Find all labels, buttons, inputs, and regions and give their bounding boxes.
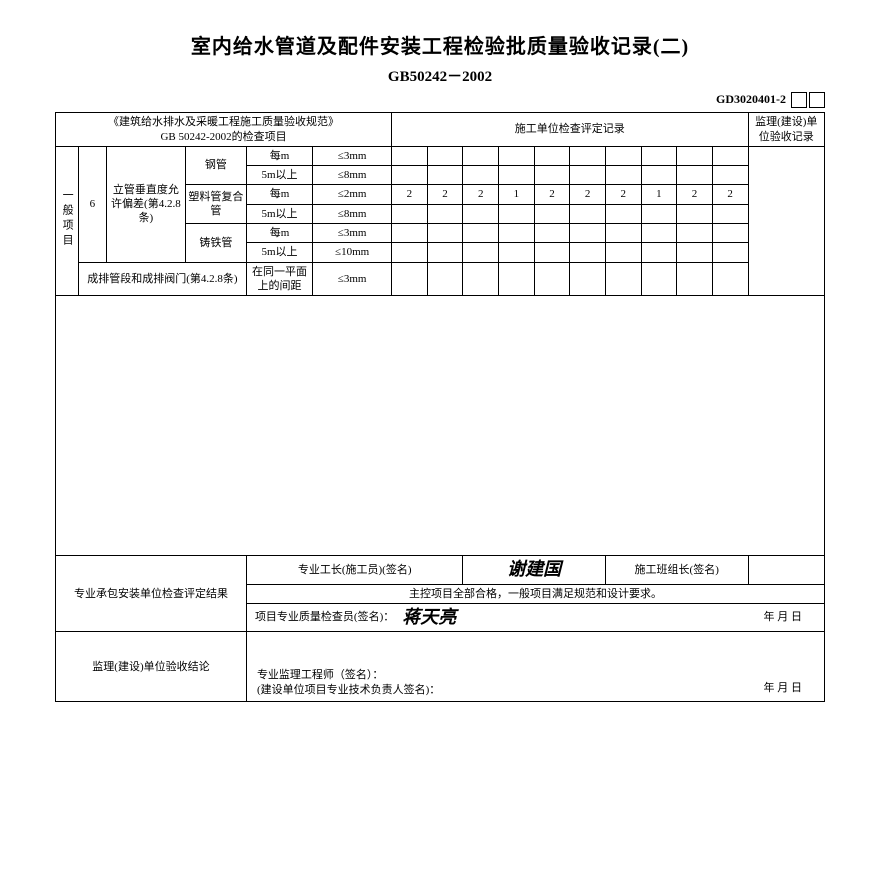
pipe-plastic: 塑料管复合管 xyxy=(185,185,246,224)
label-perm: 每m xyxy=(246,146,312,165)
footer-row-foreman: 专业承包安装单位检查评定结果 专业工长(施工员)(签名) 谢建国 施工班组长(签… xyxy=(56,556,825,584)
code-box-2[interactable] xyxy=(809,92,825,108)
label-sameplane: 在同一平面上的间距 xyxy=(246,262,312,296)
page-title: 室内给水管道及配件安装工程检验批质量验收记录(二) xyxy=(55,30,825,59)
qc-label: 项目专业质量检查员(签名)： xyxy=(249,610,394,624)
m2: 2 xyxy=(463,185,499,204)
m4: 2 xyxy=(534,185,570,204)
tech-sig-label: (建设单位项目专业技术负责人签名)： xyxy=(257,683,764,697)
blank-row xyxy=(56,296,825,556)
m7: 1 xyxy=(641,185,677,204)
blank-area xyxy=(56,296,825,556)
tol-cast-over5m: ≤10mm xyxy=(313,243,392,262)
pipe-cast: 铸铁管 xyxy=(185,224,246,263)
supervisor-sig-area: 专业监理工程师（签名）： (建设单位项目专业技术负责人签名)： 年 月 日 xyxy=(246,632,824,702)
qc-sig: 蒋天亮 xyxy=(394,606,456,629)
m6: 2 xyxy=(605,185,641,204)
item-no: 6 xyxy=(78,146,106,262)
vertical-item: 立管垂直度允许偏差(第4.2.8条) xyxy=(106,146,185,262)
form-code: GD3020401-2 xyxy=(716,92,786,106)
qc-row: 项目专业质量检查员(签名)： 蒋天亮 年 月 日 xyxy=(246,603,824,631)
label-over5m: 5m以上 xyxy=(246,166,312,185)
page-subtitle: GB50242－2002 xyxy=(55,65,825,86)
label-over5m2: 5m以上 xyxy=(246,204,312,223)
qc-date: 年 月 日 xyxy=(764,610,823,624)
m3: 1 xyxy=(499,185,535,204)
valve-label: 成排管段和成排阀门(第4.2.8条) xyxy=(78,262,246,296)
tol-cast-perm: ≤3mm xyxy=(313,224,392,243)
tol-plastic-perm: ≤2mm xyxy=(313,185,392,204)
header-row: 《建筑给水排水及采暖工程施工质量验收规范》 GB 50242-2002的检查项目… xyxy=(56,113,825,147)
foreman-sig: 谢建国 xyxy=(463,556,606,584)
spec-line1: 《建筑给水排水及采暖工程施工质量验收规范》 xyxy=(58,115,389,129)
supervisor-date: 年 月 日 xyxy=(764,681,823,697)
teamleader-label: 施工班组长(签名) xyxy=(605,556,748,584)
tol-plastic-over5m: ≤8mm xyxy=(313,204,392,223)
check-record-header: 施工单位检查评定记录 xyxy=(392,113,748,147)
contractor-result-label: 专业承包安装单位检查评定结果 xyxy=(56,556,247,632)
footer-row-supervisor: 监理(建设)单位验收结论 专业监理工程师（签名）： (建设单位项目专业技术负责人… xyxy=(56,632,825,702)
tol-valve: ≤3mm xyxy=(313,262,392,296)
code-box-1[interactable] xyxy=(791,92,807,108)
conclusion-text: 主控项目全部合格，一般项目满足规范和设计要求。 xyxy=(246,584,824,603)
form-code-row: GD3020401-2 xyxy=(55,92,825,108)
supervisor-col xyxy=(748,146,825,295)
eng-sig-label: 专业监理工程师（签名）： xyxy=(257,668,764,682)
teamleader-sig xyxy=(748,556,825,584)
row-valve: 成排管段和成排阀门(第4.2.8条) 在同一平面上的间距 ≤3mm xyxy=(56,262,825,296)
row-steel-perm: 一般项目 6 立管垂直度允许偏差(第4.2.8条) 钢管 每m ≤3mm xyxy=(56,146,825,165)
tol-steel-over5m: ≤8mm xyxy=(313,166,392,185)
m9: 2 xyxy=(712,185,748,204)
supervisor-record-header: 监理(建设)单位验收记录 xyxy=(748,113,825,147)
label-perm3: 每m xyxy=(246,224,312,243)
m5: 2 xyxy=(570,185,606,204)
supervisor-conclusion-label: 监理(建设)单位验收结论 xyxy=(56,632,247,702)
spec-line2: GB 50242-2002的检查项目 xyxy=(58,130,389,144)
pipe-steel: 钢管 xyxy=(185,146,246,185)
m8: 2 xyxy=(677,185,713,204)
label-over5m3: 5m以上 xyxy=(246,243,312,262)
spec-header: 《建筑给水排水及采暖工程施工质量验收规范》 GB 50242-2002的检查项目 xyxy=(56,113,392,147)
m-cell xyxy=(392,146,428,165)
tol-steel-perm: ≤3mm xyxy=(313,146,392,165)
label-perm2: 每m xyxy=(246,185,312,204)
inspection-table: 《建筑给水排水及采暖工程施工质量验收规范》 GB 50242-2002的检查项目… xyxy=(55,112,825,702)
m0: 2 xyxy=(392,185,428,204)
side-label: 一般项目 xyxy=(56,146,79,295)
m1: 2 xyxy=(427,185,463,204)
foreman-label: 专业工长(施工员)(签名) xyxy=(246,556,462,584)
